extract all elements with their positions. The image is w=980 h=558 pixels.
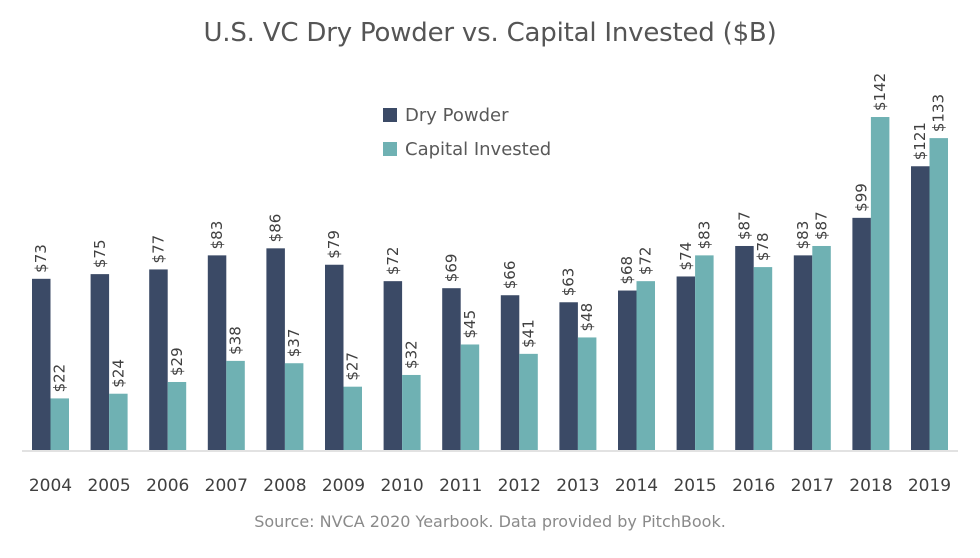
x-tick-2011: 2011 xyxy=(439,476,482,496)
x-tick-2009: 2009 xyxy=(322,476,365,496)
bar-capital-invested-2008 xyxy=(284,363,304,450)
label-dry-powder-2014: $68 xyxy=(618,256,636,285)
bar-dry-powder-2010 xyxy=(383,281,403,450)
label-dry-powder-2005: $75 xyxy=(91,239,109,268)
x-tick-2013: 2013 xyxy=(556,476,599,496)
label-capital-invested-2014: $72 xyxy=(637,247,655,276)
bar-capital-invested-2013 xyxy=(577,337,597,450)
bar-capital-invested-2016 xyxy=(753,267,773,450)
label-capital-invested-2010: $32 xyxy=(402,340,420,369)
data-labels-layer: $73$22$75$24$77$29$83$38$86$37$79$27$72$… xyxy=(32,73,948,393)
bar-capital-invested-2019 xyxy=(929,138,948,451)
legend-label-capital-invested: Capital Invested xyxy=(405,138,552,160)
bar-capital-invested-2011 xyxy=(460,344,480,450)
label-capital-invested-2015: $83 xyxy=(695,221,713,250)
label-dry-powder-2018: $99 xyxy=(853,183,871,212)
label-capital-invested-2012: $41 xyxy=(520,319,538,348)
label-capital-invested-2004: $22 xyxy=(51,364,69,393)
x-tick-2008: 2008 xyxy=(263,476,306,496)
label-capital-invested-2006: $29 xyxy=(168,347,186,376)
label-capital-invested-2019: $133 xyxy=(930,94,948,132)
bar-capital-invested-2007 xyxy=(226,360,245,450)
label-capital-invested-2016: $78 xyxy=(754,232,772,261)
label-capital-invested-2018: $142 xyxy=(871,73,889,111)
x-tick-2016: 2016 xyxy=(732,476,775,496)
label-dry-powder-2017: $83 xyxy=(794,221,812,250)
label-dry-powder-2013: $63 xyxy=(560,268,578,297)
bar-dry-powder-2012 xyxy=(500,295,520,450)
x-tick-2018: 2018 xyxy=(849,476,892,496)
label-dry-powder-2016: $87 xyxy=(735,211,753,240)
bar-capital-invested-2009 xyxy=(343,386,362,450)
bar-capital-invested-2018 xyxy=(870,117,890,450)
x-tick-2005: 2005 xyxy=(87,476,130,496)
label-capital-invested-2013: $48 xyxy=(578,303,596,332)
label-dry-powder-2006: $77 xyxy=(149,235,167,264)
bar-dry-powder-2019 xyxy=(911,166,930,450)
bar-capital-invested-2005 xyxy=(109,393,128,450)
bar-capital-invested-2014 xyxy=(636,281,655,450)
bar-dry-powder-2017 xyxy=(793,255,813,450)
x-tick-labels: 2004 2005 2006 2007 2008 2009 2010 2011 2012 2013… xyxy=(29,476,951,496)
bar-dry-powder-2013 xyxy=(559,302,578,450)
x-tick-2004: 2004 xyxy=(29,476,72,496)
bar-dry-powder-2005 xyxy=(90,274,110,450)
label-dry-powder-2019: $121 xyxy=(911,122,929,160)
label-dry-powder-2012: $66 xyxy=(501,261,519,290)
bar-dry-powder-2008 xyxy=(266,248,285,450)
bar-dry-powder-2015 xyxy=(676,276,696,450)
bar-dry-powder-2016 xyxy=(735,245,754,450)
x-tick-2007: 2007 xyxy=(205,476,248,496)
x-tick-2017: 2017 xyxy=(791,476,834,496)
bar-capital-invested-2017 xyxy=(812,245,831,450)
label-dry-powder-2010: $72 xyxy=(384,247,402,276)
bar-capital-invested-2012 xyxy=(519,353,538,450)
x-tick-2014: 2014 xyxy=(615,476,658,496)
x-tick-2015: 2015 xyxy=(673,476,716,496)
legend-swatch-capital-invested xyxy=(383,142,397,156)
label-dry-powder-2007: $83 xyxy=(208,221,226,250)
bars-layer xyxy=(32,117,948,451)
x-tick-2019: 2019 xyxy=(908,476,951,496)
source-note: Source: NVCA 2020 Yearbook. Data provide… xyxy=(254,512,726,531)
legend-item-capital-invested: Capital Invested xyxy=(383,132,551,166)
legend-item-dry-powder: Dry Powder xyxy=(383,98,551,132)
legend: Dry Powder Capital Invested xyxy=(383,98,551,166)
x-tick-2012: 2012 xyxy=(498,476,541,496)
bar-capital-invested-2015 xyxy=(695,255,714,450)
bar-capital-invested-2010 xyxy=(402,374,421,450)
label-capital-invested-2017: $87 xyxy=(813,211,831,240)
label-capital-invested-2007: $38 xyxy=(227,326,245,355)
bar-dry-powder-2011 xyxy=(442,288,461,450)
bar-capital-invested-2006 xyxy=(167,381,187,450)
chart-title: U.S. VC Dry Powder vs. Capital Invested … xyxy=(203,18,777,48)
label-dry-powder-2008: $86 xyxy=(267,214,285,243)
bar-dry-powder-2014 xyxy=(618,290,637,450)
x-tick-2010: 2010 xyxy=(380,476,423,496)
label-dry-powder-2004: $73 xyxy=(32,244,50,273)
label-capital-invested-2005: $24 xyxy=(109,359,127,388)
label-dry-powder-2011: $69 xyxy=(442,254,460,283)
bar-capital-invested-2004 xyxy=(50,398,69,450)
bar-dry-powder-2009 xyxy=(325,264,344,450)
bar-dry-powder-2004 xyxy=(32,278,51,450)
label-capital-invested-2008: $37 xyxy=(285,329,303,358)
x-tick-2006: 2006 xyxy=(146,476,189,496)
label-dry-powder-2015: $74 xyxy=(677,242,695,271)
bar-dry-powder-2007 xyxy=(207,255,227,450)
label-dry-powder-2009: $79 xyxy=(325,230,343,259)
bar-dry-powder-2006 xyxy=(149,269,168,450)
legend-label-dry-powder: Dry Powder xyxy=(405,104,509,126)
bar-dry-powder-2018 xyxy=(852,217,871,450)
label-capital-invested-2009: $27 xyxy=(344,352,362,381)
legend-swatch-dry-powder xyxy=(383,108,397,122)
label-capital-invested-2011: $45 xyxy=(461,310,479,339)
